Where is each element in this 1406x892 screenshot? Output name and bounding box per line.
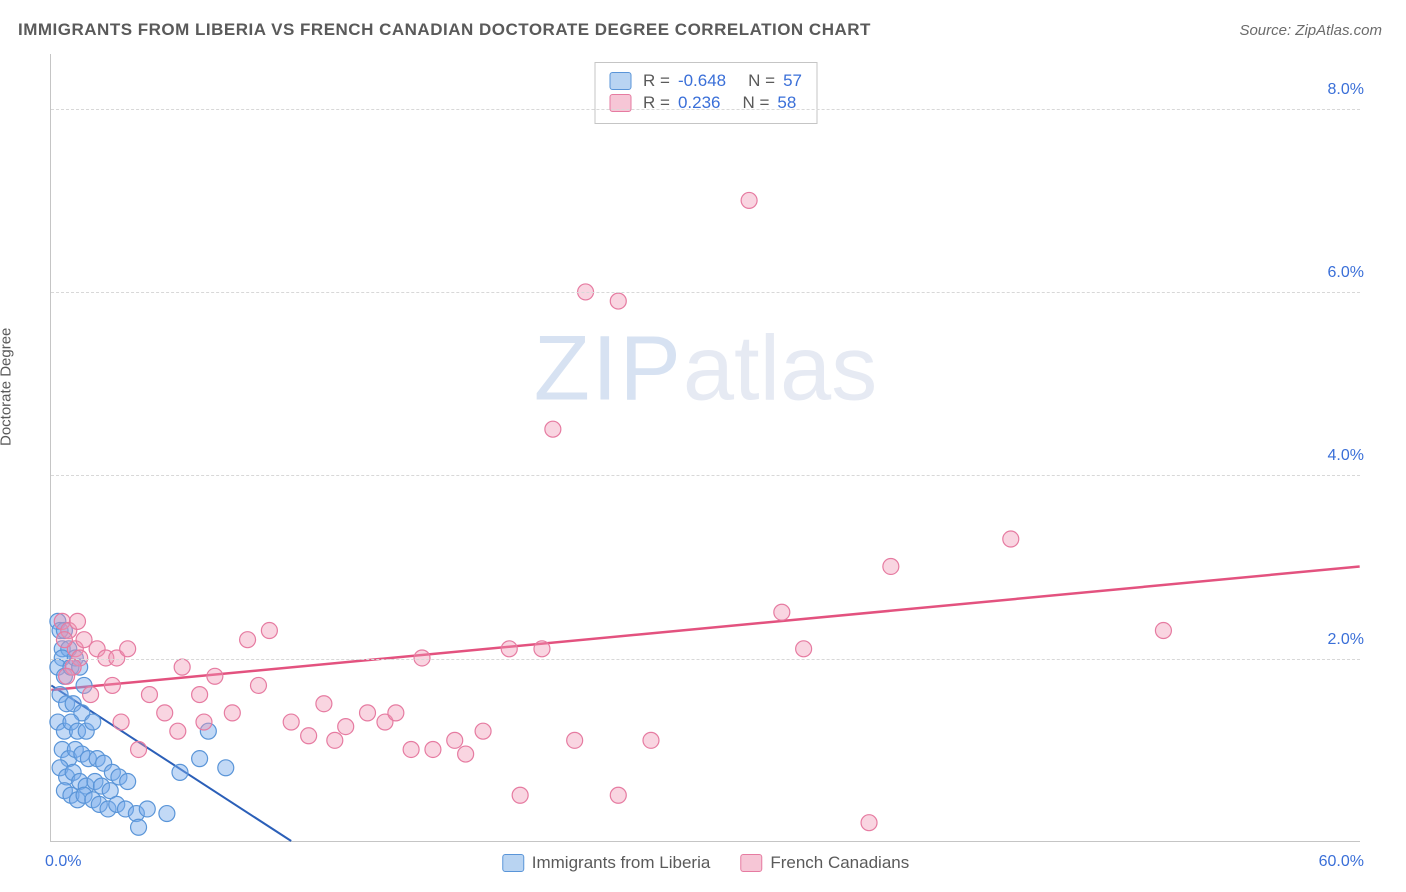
- point-french: [610, 293, 626, 309]
- point-french: [301, 728, 317, 744]
- y-tick-label: 2.0%: [1328, 631, 1364, 649]
- point-french: [388, 705, 404, 721]
- legend-item-liberia: Immigrants from Liberia: [502, 853, 711, 873]
- point-french: [545, 421, 561, 437]
- point-french: [360, 705, 376, 721]
- point-french: [196, 714, 212, 730]
- point-french: [327, 732, 343, 748]
- point-french: [224, 705, 240, 721]
- point-french: [458, 746, 474, 762]
- point-french: [59, 668, 75, 684]
- point-liberia: [85, 714, 101, 730]
- y-tick-label: 4.0%: [1328, 447, 1364, 465]
- swatch-icon: [609, 72, 631, 90]
- stat-r-label: R =: [643, 71, 670, 91]
- point-liberia: [192, 751, 208, 767]
- point-french: [170, 723, 186, 739]
- stat-n-label: N =: [748, 71, 775, 91]
- x-tick-label-left: 0.0%: [45, 853, 81, 871]
- point-french: [70, 613, 86, 629]
- point-french: [1003, 531, 1019, 547]
- stat-n-label: N =: [742, 93, 769, 113]
- x-tick-label-right: 60.0%: [1319, 853, 1364, 871]
- point-french: [534, 641, 550, 657]
- point-french: [567, 732, 583, 748]
- stats-row-liberia: R = -0.648 N = 57: [609, 71, 802, 91]
- legend-item-french: French Canadians: [740, 853, 909, 873]
- swatch-icon: [502, 854, 524, 872]
- point-french: [240, 632, 256, 648]
- stats-legend-box: R =-0.648N =57R =0.236N =58: [594, 62, 817, 124]
- point-french: [261, 623, 277, 639]
- gridline-y: [51, 292, 1360, 293]
- point-french: [501, 641, 517, 657]
- legend-label: French Canadians: [770, 853, 909, 873]
- legend-bottom: Immigrants from Liberia French Canadians: [502, 853, 909, 873]
- scatter-svg: [51, 54, 1360, 841]
- point-liberia: [120, 774, 136, 790]
- point-liberia: [131, 819, 147, 835]
- point-french: [643, 732, 659, 748]
- point-french: [861, 815, 877, 831]
- y-axis-label: Doctorate Degree: [0, 328, 15, 446]
- point-french: [120, 641, 136, 657]
- point-liberia: [218, 760, 234, 776]
- legend-label: Immigrants from Liberia: [532, 853, 711, 873]
- point-french: [447, 732, 463, 748]
- gridline-y: [51, 659, 1360, 660]
- point-french: [403, 741, 419, 757]
- point-french: [283, 714, 299, 730]
- point-french: [174, 659, 190, 675]
- stat-r-label: R =: [643, 93, 670, 113]
- stat-r-value: -0.648: [678, 71, 726, 91]
- point-liberia: [159, 806, 175, 822]
- point-french: [338, 719, 354, 735]
- point-french: [425, 741, 441, 757]
- stat-n-value: 58: [777, 93, 796, 113]
- point-liberia: [139, 801, 155, 817]
- point-french: [113, 714, 129, 730]
- source-label: Source: ZipAtlas.com: [1239, 22, 1382, 39]
- stats-row-french: R = 0.236 N = 58: [609, 93, 802, 113]
- y-tick-label: 6.0%: [1328, 264, 1364, 282]
- point-liberia: [172, 764, 188, 780]
- point-french: [192, 687, 208, 703]
- point-french: [104, 677, 120, 693]
- y-tick-label: 8.0%: [1328, 81, 1364, 99]
- point-french: [56, 632, 72, 648]
- point-french: [741, 192, 757, 208]
- stat-n-value: 57: [783, 71, 802, 91]
- stat-r-value: 0.236: [678, 93, 721, 113]
- point-french: [796, 641, 812, 657]
- point-french: [512, 787, 528, 803]
- point-french: [316, 696, 332, 712]
- point-french: [131, 741, 147, 757]
- point-french: [1155, 623, 1171, 639]
- chart-plot-area: ZIPatlas R =-0.648N =57R =0.236N =58 Imm…: [50, 54, 1360, 842]
- gridline-y: [51, 475, 1360, 476]
- gridline-y: [51, 109, 1360, 110]
- swatch-icon: [740, 854, 762, 872]
- point-french: [250, 677, 266, 693]
- point-french: [883, 558, 899, 574]
- point-french: [610, 787, 626, 803]
- chart-title: IMMIGRANTS FROM LIBERIA VS FRENCH CANADI…: [18, 20, 871, 40]
- point-french: [141, 687, 157, 703]
- point-french: [83, 687, 99, 703]
- point-french: [157, 705, 173, 721]
- point-french: [207, 668, 223, 684]
- point-french: [475, 723, 491, 739]
- point-french: [774, 604, 790, 620]
